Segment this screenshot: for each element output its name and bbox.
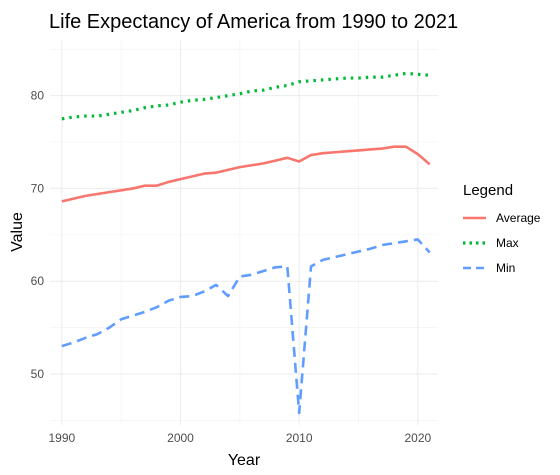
legend-title: Legend — [463, 182, 513, 199]
x-tick-label: 2010 — [286, 431, 313, 445]
y-tick-label: 60 — [31, 274, 45, 288]
x-axis-title: Year — [228, 452, 261, 469]
x-tick-label: 1990 — [49, 431, 76, 445]
chart-title: Life Expectancy of America from 1990 to … — [49, 11, 458, 33]
y-tick-label: 50 — [31, 367, 45, 381]
legend: Legend Average Max Min — [463, 182, 541, 275]
series-line-average — [61, 145, 431, 203]
x-axis-ticks: 1990 2000 2010 2020 — [49, 431, 432, 445]
y-axis-title: Value — [9, 212, 26, 252]
legend-label-min: Min — [496, 261, 515, 275]
series-lines — [61, 71, 431, 415]
plot-grid — [50, 40, 438, 425]
legend-label-average: Average — [496, 211, 541, 225]
y-tick-label: 80 — [31, 89, 45, 103]
x-tick-label: 2000 — [167, 431, 194, 445]
x-tick-label: 2020 — [404, 431, 431, 445]
series-line-max — [61, 71, 430, 121]
y-tick-label: 70 — [31, 181, 45, 195]
y-axis-ticks: 50 60 70 80 — [31, 89, 45, 381]
legend-label-max: Max — [496, 236, 519, 250]
series-line-min — [61, 238, 431, 415]
